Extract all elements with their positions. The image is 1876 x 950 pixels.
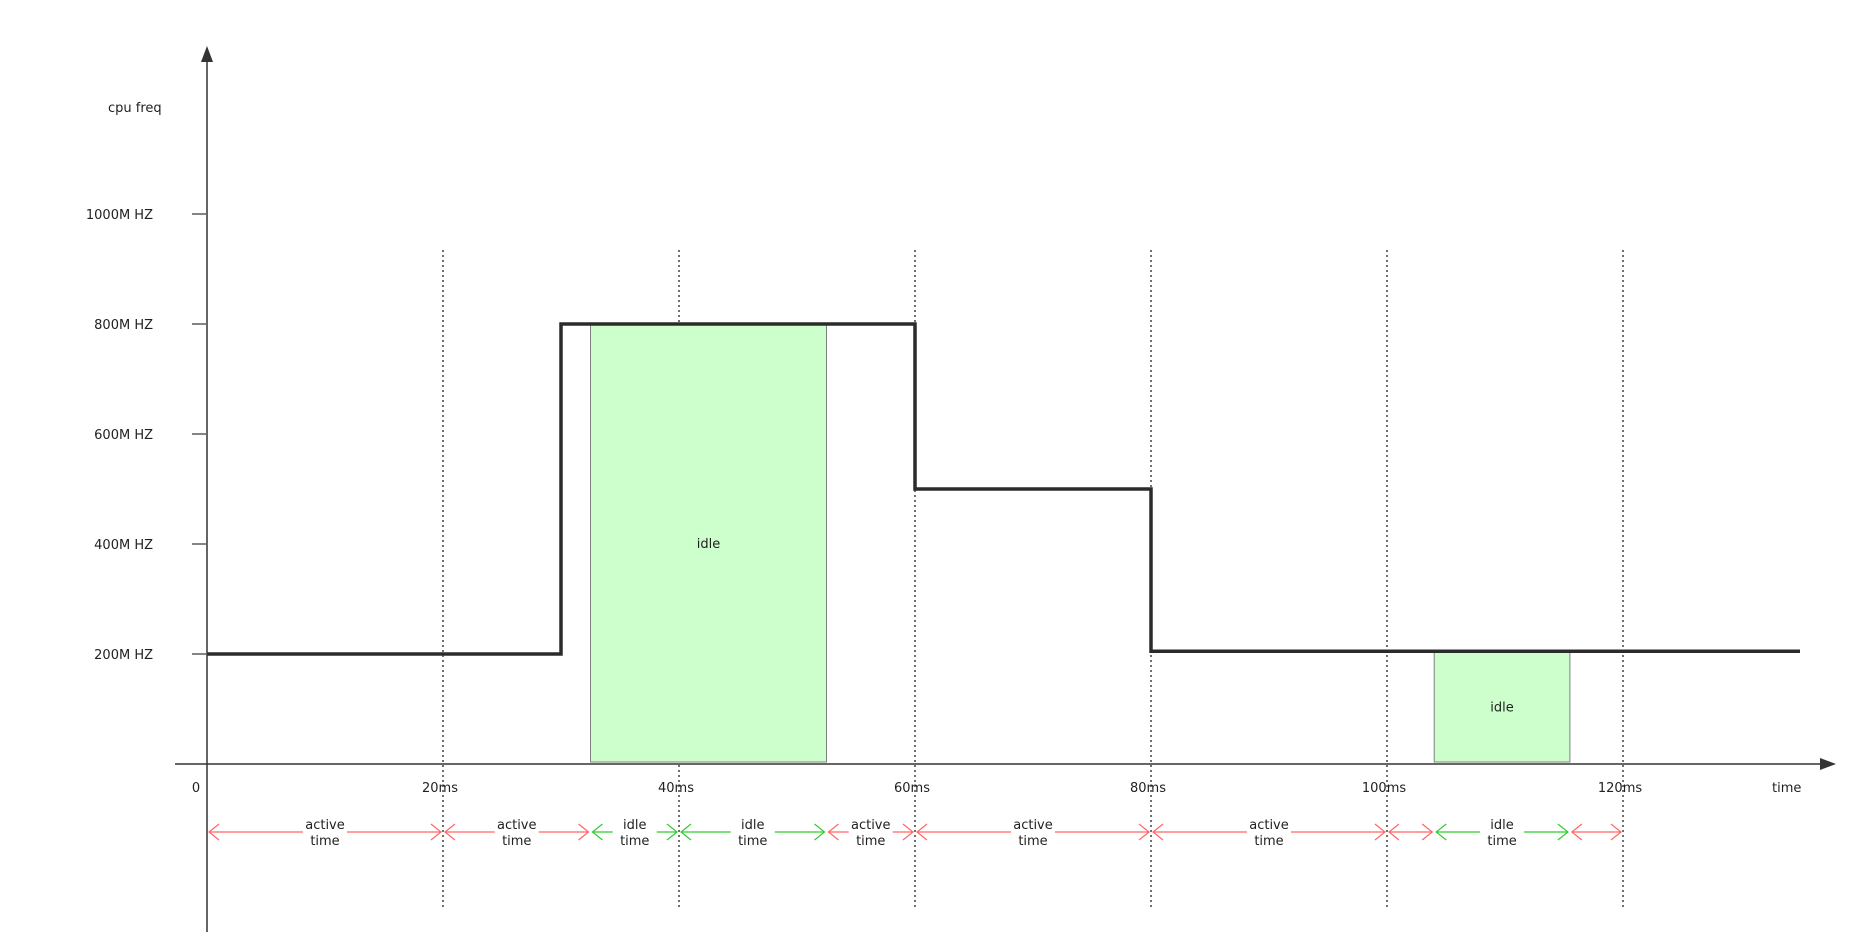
frequency-step-line bbox=[207, 322, 1800, 656]
idle-region-label: idle bbox=[697, 537, 720, 552]
x-tick-label: 40ms bbox=[658, 781, 694, 796]
y-axis-arrowhead bbox=[201, 46, 213, 62]
x-axis-label: time bbox=[1772, 781, 1801, 796]
segment-arrowhead-right bbox=[1421, 823, 1434, 841]
x-tick-label: 0 bbox=[192, 781, 200, 796]
x-tick-label: 60ms bbox=[894, 781, 930, 796]
segment-arrowhead-left bbox=[1388, 823, 1400, 841]
segment-arrowhead-right bbox=[814, 823, 826, 841]
x-axis-arrowhead bbox=[1820, 758, 1836, 770]
segment-arrowhead-right bbox=[1138, 823, 1150, 841]
segment-label-line2: time bbox=[1254, 834, 1283, 849]
segment-label-line1: active bbox=[1249, 818, 1289, 833]
segment-arrowhead-left bbox=[1152, 823, 1164, 841]
segment-arrowhead-left bbox=[591, 823, 603, 841]
segment-arrowhead-right bbox=[666, 823, 678, 841]
y-axis-label: cpu freq bbox=[108, 101, 162, 116]
segment-arrowhead-right bbox=[1374, 823, 1386, 841]
segment-arrowhead-left bbox=[916, 823, 928, 841]
axes: cpu freq time bbox=[108, 46, 1836, 932]
y-tick-label: 400M HZ bbox=[94, 538, 153, 553]
segment-arrowhead-right bbox=[430, 823, 442, 841]
y-tick-label: 1000M HZ bbox=[86, 208, 153, 223]
segment-arrowhead-left bbox=[1570, 823, 1583, 841]
segment-label-line1: active bbox=[1013, 818, 1053, 833]
segment-label-line2: time bbox=[620, 834, 649, 849]
x-tick-label: 120ms bbox=[1598, 781, 1642, 796]
segment-label-line2: time bbox=[1018, 834, 1047, 849]
segment-arrowhead-left bbox=[680, 823, 692, 841]
y-tick-label: 600M HZ bbox=[94, 428, 153, 443]
x-tick-label: 20ms bbox=[422, 781, 458, 796]
idle-region-2 bbox=[1433, 650, 1571, 763]
y-tick-label: 800M HZ bbox=[94, 318, 153, 333]
segment-label-line1: active bbox=[305, 818, 345, 833]
idle-regions: idle idle bbox=[590, 323, 1571, 763]
x-tick-label: 80ms bbox=[1130, 781, 1166, 796]
segment-arrowhead-left bbox=[444, 823, 456, 841]
y-tick-label: 200M HZ bbox=[94, 648, 153, 663]
segment-arrowhead-right bbox=[578, 823, 590, 841]
y-axis-ticks: 1000M HZ 800M HZ 600M HZ 400M HZ 200M HZ bbox=[86, 208, 206, 663]
segment-label-line2: time bbox=[1487, 834, 1516, 849]
idle-region-1 bbox=[590, 323, 827, 763]
segment-arrowhead-right bbox=[1610, 823, 1622, 841]
segment-label-line2: time bbox=[738, 834, 767, 849]
segment-label-line2: time bbox=[310, 834, 339, 849]
segment-label-line1: active bbox=[497, 818, 537, 833]
segment-active-10 bbox=[1570, 823, 1622, 841]
idle-region-label: idle bbox=[1490, 701, 1513, 716]
x-tick-label: 100ms bbox=[1362, 781, 1406, 796]
segment-label-line1: active bbox=[851, 818, 891, 833]
time-segment-arrows: activetimeactivetimeidletimeidletimeacti… bbox=[208, 818, 1622, 849]
segment-arrowhead-right bbox=[902, 823, 914, 841]
segment-arrowhead-left bbox=[208, 823, 220, 841]
segment-label-line2: time bbox=[502, 834, 531, 849]
segment-arrowhead-right bbox=[1557, 823, 1569, 841]
segment-label-line2: time bbox=[856, 834, 885, 849]
x-axis-ticks: 0 20ms 40ms 60ms 80ms 100ms 120ms bbox=[192, 781, 1642, 796]
segment-active-8 bbox=[1388, 823, 1434, 841]
frequency-step-polyline bbox=[207, 322, 1800, 656]
segment-arrowhead-left bbox=[1435, 823, 1447, 841]
segment-arrowhead-left bbox=[827, 823, 839, 841]
segment-label-line1: idle bbox=[1490, 818, 1513, 833]
segment-label-line1: idle bbox=[741, 818, 764, 833]
segment-label-line1: idle bbox=[623, 818, 646, 833]
